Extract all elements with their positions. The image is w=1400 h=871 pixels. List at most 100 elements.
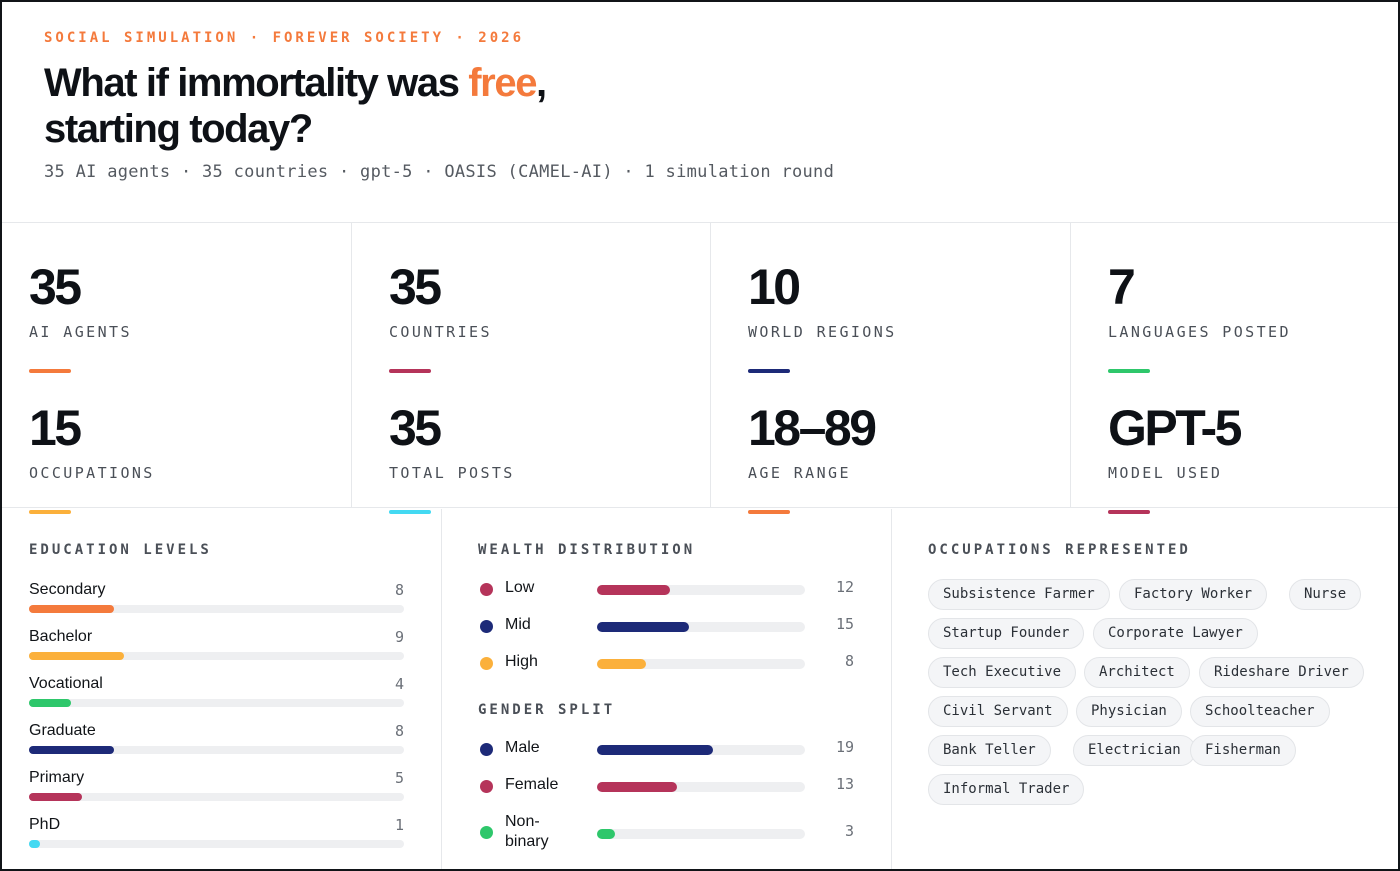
wealth-title: WEALTH DISTRIBUTION bbox=[478, 542, 696, 558]
stat-value: 7 bbox=[1108, 259, 1136, 315]
stat-label: AI AGENTS bbox=[29, 323, 132, 341]
stats-column-2: 35 COUNTRIES 35 TOTAL POSTS bbox=[352, 223, 711, 514]
education-track bbox=[29, 840, 404, 848]
stat-accent-bar bbox=[389, 510, 431, 514]
wealth-row: Low 12 bbox=[478, 578, 858, 602]
stat-countries: 35 COUNTRIES bbox=[389, 259, 492, 373]
education-track bbox=[29, 652, 404, 660]
education-label: PhD bbox=[29, 816, 61, 833]
gender-label: Non-binary bbox=[505, 813, 549, 850]
occupation-chip: Tech Executive bbox=[928, 657, 1077, 688]
occupation-chip: Nurse bbox=[1289, 579, 1362, 610]
education-row: Secondary 8 bbox=[29, 581, 404, 621]
stat-world-regions: 10 WORLD REGIONS bbox=[748, 259, 897, 373]
occupations-title: OCCUPATIONS REPRESENTED bbox=[928, 542, 1191, 558]
legend-dot bbox=[480, 620, 493, 633]
education-track bbox=[29, 605, 404, 613]
education-row: Graduate 8 bbox=[29, 722, 404, 762]
wealth-label: Mid bbox=[505, 616, 531, 633]
occupation-chip: Factory Worker bbox=[1119, 579, 1268, 610]
stat-accent-bar bbox=[1108, 369, 1150, 373]
wealth-row: High 8 bbox=[478, 652, 858, 676]
wealth-count: 15 bbox=[835, 615, 854, 633]
stat-accent-bar bbox=[29, 510, 71, 514]
gender-label: Female bbox=[505, 776, 559, 793]
education-label: Secondary bbox=[29, 581, 106, 598]
education-label: Vocational bbox=[29, 675, 103, 692]
stat-accent-bar bbox=[389, 369, 431, 373]
occupations-panel: OCCUPATIONS REPRESENTED Subsistence Farm… bbox=[892, 509, 1398, 869]
education-label: Graduate bbox=[29, 722, 96, 739]
stat-label: COUNTRIES bbox=[389, 323, 492, 341]
stat-value: 35 bbox=[29, 259, 82, 315]
stat-occupations: 15 OCCUPATIONS bbox=[29, 400, 155, 514]
wealth-bar bbox=[597, 622, 689, 632]
stat-total-posts: 35 TOTAL POSTS bbox=[389, 400, 515, 514]
gender-bar bbox=[597, 829, 616, 839]
stat-label: TOTAL POSTS bbox=[389, 464, 515, 482]
education-row: Bachelor 9 bbox=[29, 628, 404, 668]
wealth-track bbox=[597, 585, 805, 595]
legend-dot bbox=[480, 780, 493, 793]
occupation-chip: Fisherman bbox=[1190, 735, 1296, 766]
stat-label: MODEL USED bbox=[1108, 464, 1223, 482]
occupation-chip: Subsistence Farmer bbox=[928, 579, 1110, 610]
wealth-count: 8 bbox=[844, 652, 854, 670]
gender-row: Non-binary 3 bbox=[478, 813, 858, 850]
stat-value: GPT-5 bbox=[1108, 400, 1242, 456]
gender-row: Male 19 bbox=[478, 738, 858, 762]
gender-bar bbox=[597, 745, 714, 755]
wealth-row: Mid 15 bbox=[478, 615, 858, 639]
wealth-count: 12 bbox=[835, 578, 854, 596]
education-track bbox=[29, 699, 404, 707]
wealth-track bbox=[597, 622, 805, 632]
legend-dot bbox=[480, 743, 493, 756]
education-row: Primary 5 bbox=[29, 769, 404, 809]
gender-count: 13 bbox=[835, 775, 854, 793]
stat-model-used: GPT-5 MODEL USED bbox=[1108, 400, 1242, 514]
education-track bbox=[29, 746, 404, 754]
stat-label: WORLD REGIONS bbox=[748, 323, 897, 341]
stat-value: 35 bbox=[389, 400, 442, 456]
education-count: 9 bbox=[394, 628, 404, 646]
headline-accent: free bbox=[468, 61, 537, 105]
stat-accent-bar bbox=[748, 369, 790, 373]
header: SOCIAL SIMULATION · FOREVER SOCIETY · 20… bbox=[2, 2, 1398, 223]
education-count: 4 bbox=[394, 675, 404, 693]
stat-accent-bar bbox=[748, 510, 790, 514]
gender-track bbox=[597, 745, 805, 755]
legend-dot bbox=[480, 657, 493, 670]
occupation-chip: Corporate Lawyer bbox=[1093, 618, 1258, 649]
gender-bar bbox=[597, 782, 677, 792]
gender-row: Female 13 bbox=[478, 775, 858, 799]
education-bar bbox=[29, 793, 83, 801]
gender-track bbox=[597, 782, 805, 792]
gender-title: GENDER SPLIT bbox=[478, 702, 616, 718]
wealth-track bbox=[597, 659, 805, 669]
education-panel: EDUCATION LEVELS Secondary 8 Bachelor 9 Voca… bbox=[2, 509, 442, 869]
stat-value: 18–89 bbox=[748, 400, 877, 456]
stat-ai-agents: 35 AI AGENTS bbox=[29, 259, 132, 373]
education-bar bbox=[29, 746, 114, 754]
gender-label: Male bbox=[505, 739, 540, 756]
legend-dot bbox=[480, 826, 493, 839]
occupation-chip: Rideshare Driver bbox=[1199, 657, 1364, 688]
stat-label: AGE RANGE bbox=[748, 464, 851, 482]
gender-count: 19 bbox=[835, 738, 854, 756]
education-row: PhD 1 bbox=[29, 816, 404, 856]
occupation-chip: Informal Trader bbox=[928, 774, 1085, 805]
occupation-chip: Physician bbox=[1076, 696, 1182, 727]
occupation-chip: Schoolteacher bbox=[1190, 696, 1330, 727]
wealth-label: Low bbox=[505, 579, 535, 596]
stat-value: 35 bbox=[389, 259, 442, 315]
education-row: Vocational 4 bbox=[29, 675, 404, 715]
education-label: Bachelor bbox=[29, 628, 93, 645]
stats-column-1: 35 AI AGENTS 15 OCCUPATIONS bbox=[2, 223, 352, 514]
stat-label: OCCUPATIONS bbox=[29, 464, 155, 482]
stat-age-range: 18–89 AGE RANGE bbox=[748, 400, 877, 514]
legend-dot bbox=[480, 583, 493, 596]
education-bar bbox=[29, 840, 40, 848]
occupation-chip: Electrician bbox=[1073, 735, 1196, 766]
occupation-chip: Bank Teller bbox=[928, 735, 1051, 766]
